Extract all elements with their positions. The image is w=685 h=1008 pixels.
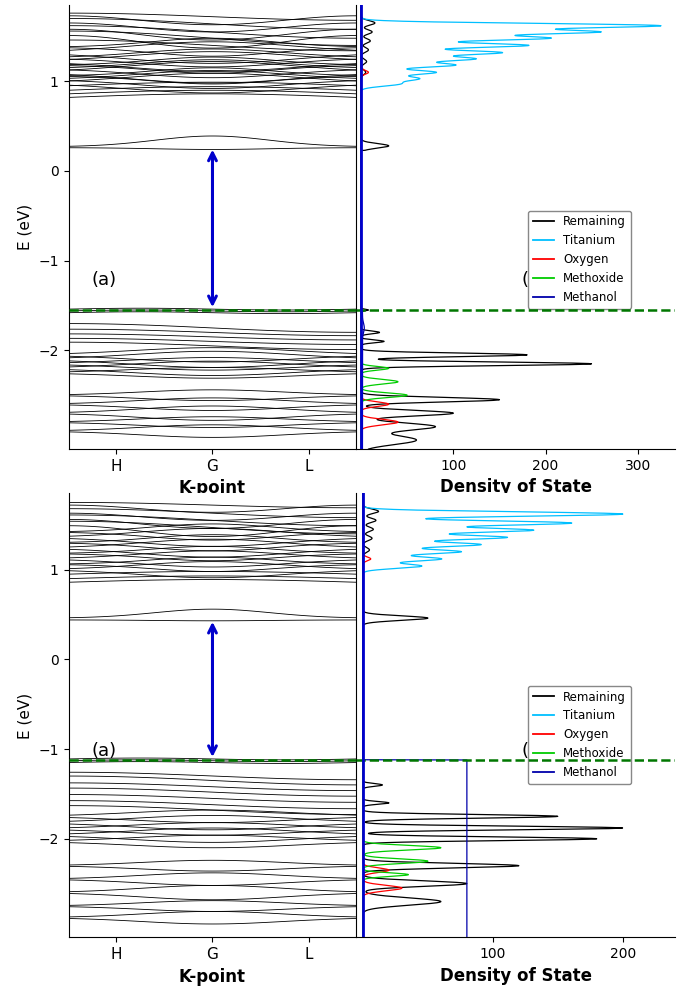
X-axis label: K-point: K-point — [179, 480, 246, 497]
X-axis label: Density of State: Density of State — [440, 479, 592, 496]
Text: (b): (b) — [522, 742, 547, 760]
Text: (a): (a) — [92, 742, 116, 760]
X-axis label: K-point: K-point — [179, 968, 246, 986]
Y-axis label: E (eV): E (eV) — [18, 204, 33, 250]
Y-axis label: E (eV): E (eV) — [18, 692, 33, 739]
Text: (a): (a) — [92, 271, 116, 289]
Legend: Remaining, Titanium, Oxygen, Methoxide, Methanol: Remaining, Titanium, Oxygen, Methoxide, … — [528, 685, 631, 784]
Legend: Remaining, Titanium, Oxygen, Methoxide, Methanol: Remaining, Titanium, Oxygen, Methoxide, … — [528, 211, 631, 308]
Text: (b): (b) — [522, 271, 547, 289]
X-axis label: Density of State: Density of State — [440, 967, 592, 985]
